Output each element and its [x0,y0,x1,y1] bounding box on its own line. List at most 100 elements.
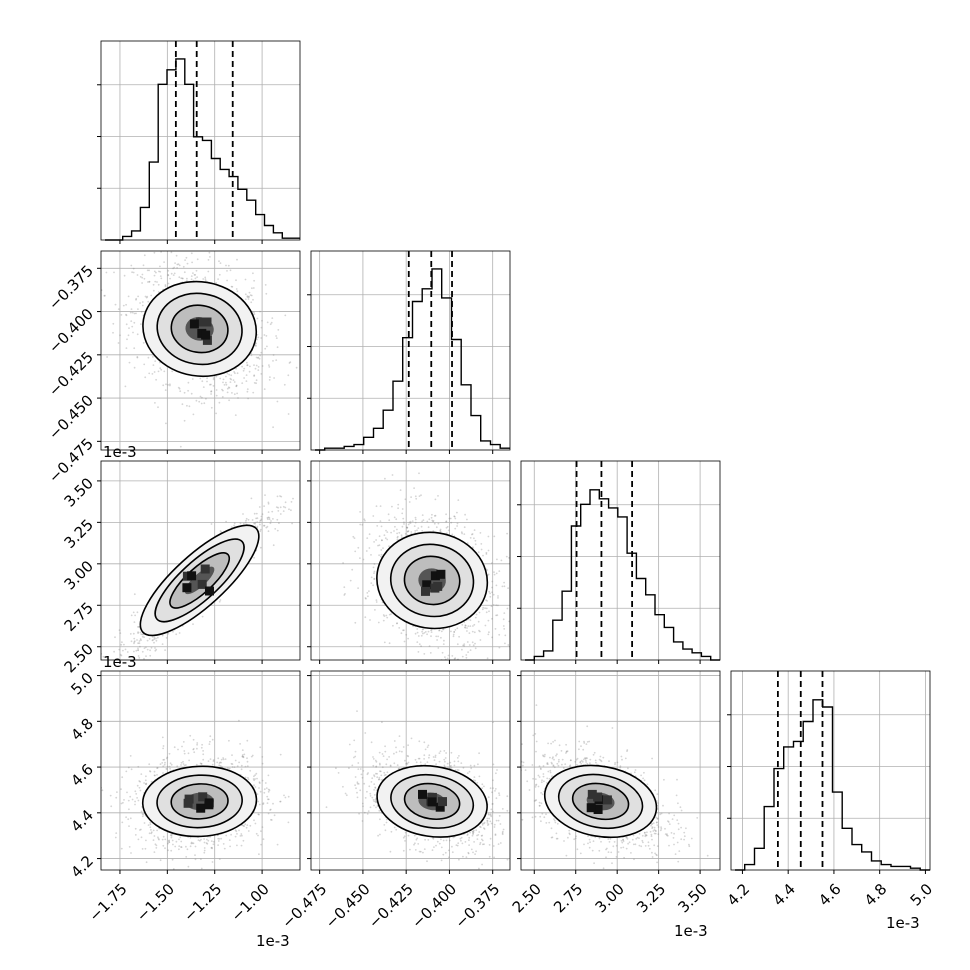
sample-point [372,584,374,587]
sample-point [164,838,167,841]
sample-point [229,269,232,272]
sample-point [473,623,476,626]
sample-point [487,535,490,538]
sample-point [170,251,173,254]
sample-point [133,321,136,324]
sample-point [263,388,266,390]
sample-point [386,616,389,619]
sample-point [133,347,136,350]
sample-point [157,283,160,286]
scatter-panel-2-0 [90,460,301,700]
sample-point [273,814,276,817]
sample-point [199,395,202,398]
sample-point [166,756,169,759]
sample-point [503,585,506,588]
sample-point [176,267,179,269]
sample-point [90,698,92,700]
sample-point [215,412,218,415]
sample-point [354,621,357,624]
sample-point [456,525,458,527]
sample-point [361,523,364,526]
sample-point [175,840,178,843]
sample-point [388,613,391,616]
sample-point [474,539,477,542]
sample-point [234,759,237,762]
sample-point [364,616,367,619]
sample-point [396,535,399,538]
sample-point [162,844,165,847]
panel-frame [310,250,511,451]
sample-point [167,849,170,852]
sample-point [154,402,156,404]
sample-point [469,649,472,651]
sample-point [177,263,180,266]
sample-point [156,636,159,639]
sample-point [254,522,256,525]
sample-point [257,336,260,339]
sample-point [388,642,391,645]
sample-point [159,265,161,268]
sample-point [471,630,474,633]
sample-point [258,853,260,856]
sample-point [219,262,222,264]
sample-point [467,625,470,627]
sample-point [242,756,245,759]
sample-point [458,635,460,638]
sample-point [442,628,444,631]
sample-point [217,757,220,760]
sample-point [192,623,194,625]
sample-point [252,778,255,780]
sample-point [503,612,506,614]
sample-point [143,647,146,650]
sample-point [438,629,440,632]
sample-point [253,382,256,384]
sample-point [373,577,376,580]
sample-point [222,757,225,759]
sample-point [253,522,255,525]
sample-point [127,799,130,802]
sample-point [158,270,160,273]
sample-point [146,639,149,642]
sample-point [275,506,278,508]
sample-point [255,512,258,515]
sample-point [275,359,278,361]
sample-point [250,354,253,357]
sample-point [148,763,151,766]
sample-point [200,746,203,749]
sample-point [141,633,144,636]
density-cell [182,583,192,593]
sample-point [359,645,362,648]
sample-point [249,294,252,296]
sample-point [259,310,261,313]
sample-point [378,544,381,547]
sample-point [138,657,141,659]
sample-point [418,664,420,666]
sample-point [192,272,194,274]
sample-point [369,619,371,621]
sample-point [133,366,136,369]
sample-point [265,787,268,789]
sample-point [260,843,262,846]
sample-point [488,631,490,634]
sample-point [379,555,382,558]
sample-point [167,274,170,276]
sample-point [351,568,354,571]
sample-point [406,526,409,529]
sample-point [254,367,257,370]
sample-point [132,611,135,614]
sample-point [132,271,135,274]
sample-point [491,636,493,639]
sample-point [181,277,184,280]
sample-point [272,544,275,547]
sample-point [260,515,263,518]
sample-point [431,519,434,522]
sample-point [141,650,144,653]
panel-frame [100,250,301,451]
sample-point [268,518,271,521]
sample-point [264,347,267,350]
sample-point [473,631,476,634]
sample-point [390,531,392,534]
sample-point [416,631,419,634]
sample-point [128,327,130,329]
sample-point [137,295,140,298]
